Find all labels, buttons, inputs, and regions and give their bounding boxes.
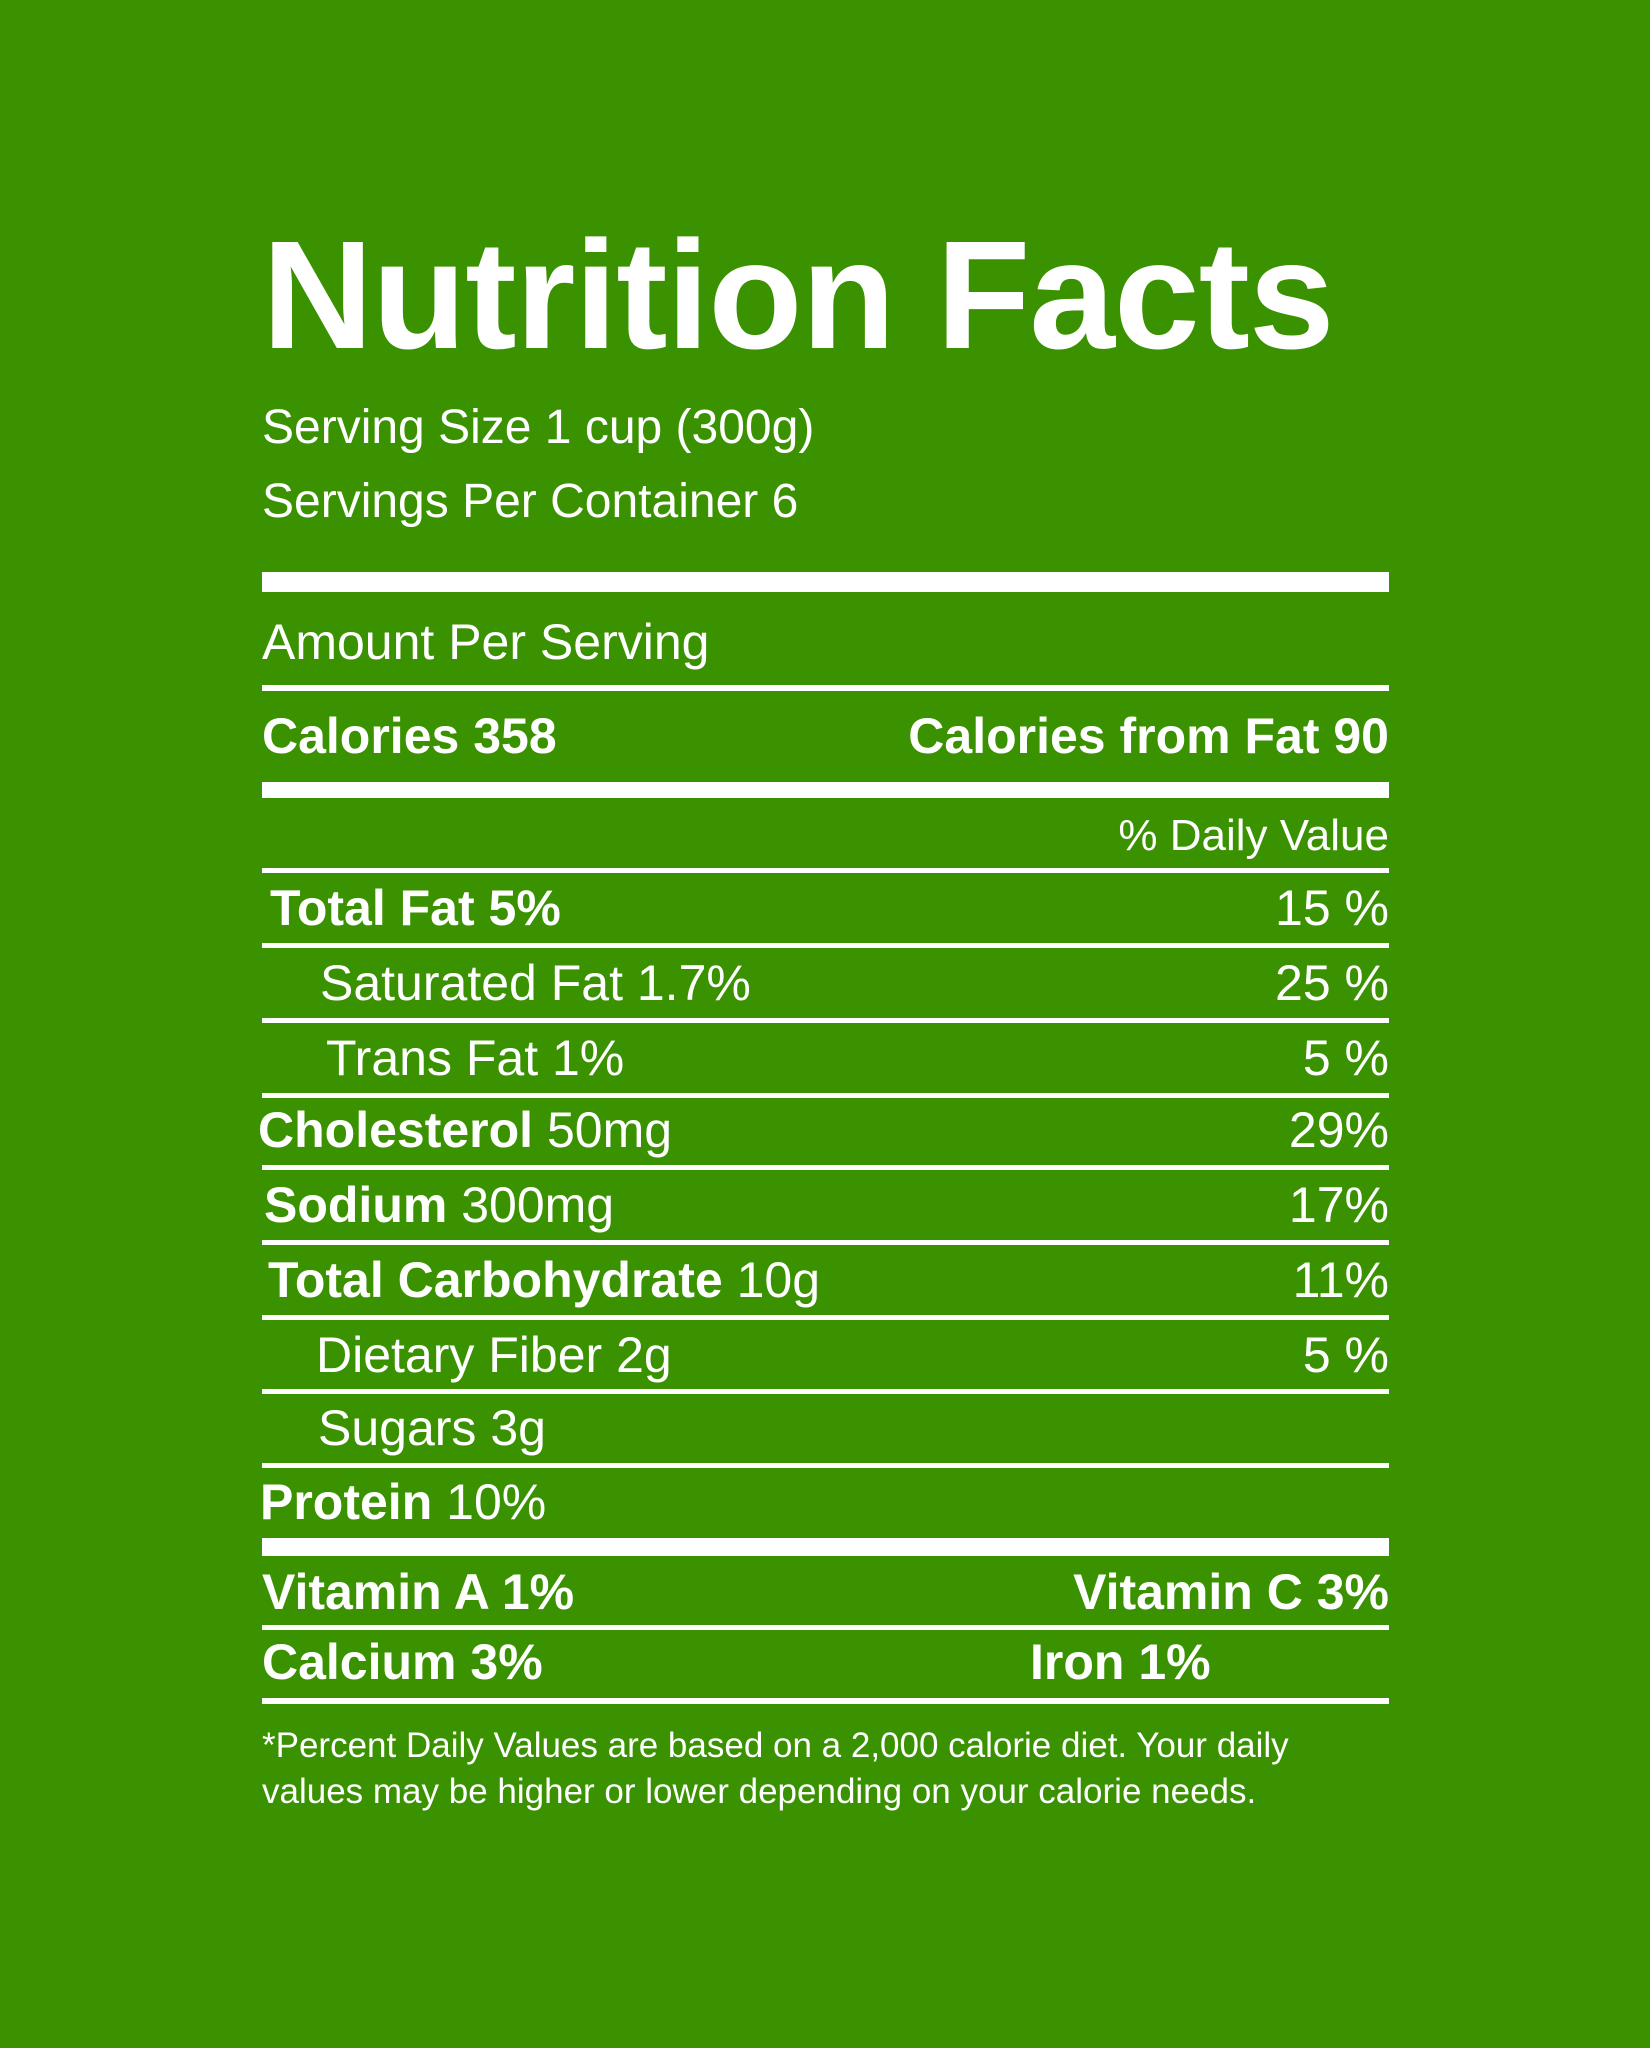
- divider: [262, 1463, 1389, 1468]
- thick-divider: [262, 1538, 1389, 1556]
- calories: Calories 358: [262, 708, 557, 764]
- divider: [262, 1315, 1389, 1320]
- divider: [262, 1093, 1389, 1098]
- divider: [262, 868, 1389, 873]
- medium-divider: [262, 782, 1389, 798]
- nutrient-row-total-fat: Total Fat 5% 15 %: [262, 873, 1389, 943]
- nutrient-amount: 300mg: [461, 1177, 615, 1233]
- amount-per-serving: Amount Per Serving: [262, 614, 710, 670]
- label-title: Nutrition Facts: [262, 209, 1335, 381]
- nutrient-amount: 2g: [616, 1327, 672, 1383]
- vitamin-row-2: Calcium 3% Iron 1%: [262, 1627, 1389, 1697]
- nutrient-amount: 50mg: [546, 1102, 673, 1158]
- nutrient-row-sodium: Sodium 300mg 17%: [262, 1170, 1389, 1240]
- nutrient-name: Dietary Fiber: [316, 1327, 603, 1383]
- servings-per-container: Servings Per Container 6: [262, 475, 799, 528]
- thick-divider: [262, 572, 1389, 592]
- divider: [262, 943, 1389, 948]
- footnote-line-2: values may be higher or lower depending …: [262, 1772, 1257, 1811]
- calories-from-fat: Calories from Fat 90: [908, 708, 1389, 764]
- nutrient-amount: 5%: [488, 880, 561, 936]
- nutrient-row-cholesterol: Cholesterol 50mg 29%: [258, 1095, 1389, 1165]
- divider: [262, 1625, 1389, 1630]
- vitamin-row-1: Vitamin A 1% Vitamin C 3%: [262, 1557, 1389, 1627]
- divider: [262, 685, 1389, 691]
- nutrient-dv: 11%: [1292, 1252, 1389, 1308]
- nutrient-name: Total Carbohydrate: [268, 1252, 723, 1308]
- nutrient-dv: 25 %: [1275, 955, 1389, 1011]
- nutrient-name: Trans Fat: [326, 1030, 539, 1086]
- vitamin-c: Vitamin C 3%: [1073, 1564, 1389, 1620]
- nutrient-name: Cholesterol: [258, 1102, 534, 1158]
- iron: Iron 1%: [1030, 1634, 1211, 1690]
- divider: [262, 1389, 1389, 1394]
- nutrient-amount: 1.7%: [636, 955, 751, 1011]
- divider: [262, 1018, 1389, 1023]
- vitamin-a: Vitamin A 1%: [262, 1564, 575, 1620]
- nutrient-dv: 17%: [1288, 1177, 1389, 1233]
- nutrient-name: Saturated Fat: [320, 955, 623, 1011]
- serving-size: Serving Size 1 cup (300g): [262, 401, 815, 454]
- nutrient-row-protein: Protein 10%: [260, 1467, 1389, 1537]
- nutrient-row-saturated-fat: Saturated Fat 1.7% 25 %: [262, 948, 1389, 1018]
- calcium: Calcium 3%: [262, 1634, 543, 1690]
- daily-value-header: % Daily Value: [1118, 811, 1389, 860]
- nutrient-dv: 15 %: [1275, 880, 1389, 936]
- nutrient-dv: 5 %: [1302, 1327, 1389, 1383]
- divider: [262, 1240, 1389, 1245]
- divider: [262, 1165, 1389, 1170]
- nutrient-dv: 29%: [1288, 1102, 1389, 1158]
- nutrient-amount: 10%: [446, 1474, 547, 1530]
- nutrient-amount: 3g: [490, 1400, 546, 1456]
- nutrient-row-sugars: Sugars 3g: [262, 1393, 1389, 1463]
- nutrient-amount: 1%: [552, 1030, 625, 1086]
- nutrient-name: Sodium: [264, 1177, 448, 1233]
- divider: [262, 1698, 1389, 1704]
- nutrient-name: Sugars: [318, 1400, 477, 1456]
- footnote: *Percent Daily Values are based on a 2,0…: [262, 1723, 1389, 1815]
- nutrient-amount: 10g: [736, 1252, 821, 1308]
- nutrient-row-trans-fat: Trans Fat 1% 5 %: [262, 1023, 1389, 1093]
- nutrient-name: Total Fat: [270, 880, 475, 936]
- nutrient-row-dietary-fiber: Dietary Fiber 2g 5 %: [262, 1320, 1389, 1390]
- nutrient-row-total-carbohydrate: Total Carbohydrate 10g 11%: [262, 1245, 1389, 1315]
- calories-row: Calories 358 Calories from Fat 90: [262, 701, 1389, 771]
- footnote-line-1: *Percent Daily Values are based on a 2,0…: [262, 1726, 1289, 1765]
- nutrient-dv: 5 %: [1302, 1030, 1389, 1086]
- nutrient-name: Protein: [260, 1474, 433, 1530]
